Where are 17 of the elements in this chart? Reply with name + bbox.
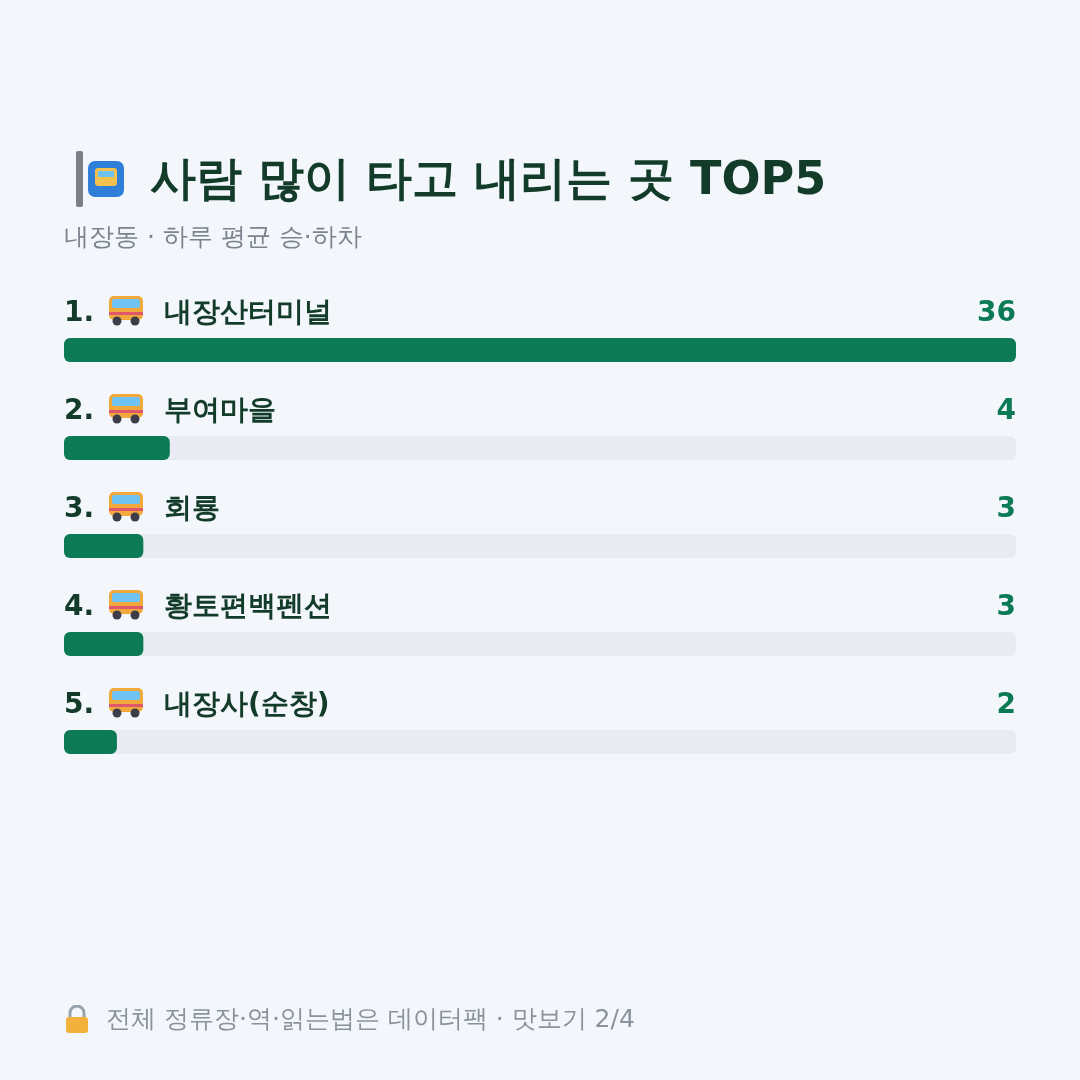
data-label: 4	[996, 393, 1016, 426]
data-label: 36	[977, 295, 1016, 328]
bar	[64, 534, 144, 558]
category-label: 5. 내장사(순창)	[64, 687, 330, 720]
bar	[64, 436, 170, 460]
bar	[64, 730, 117, 754]
category-label: 2. 부여마을	[64, 393, 276, 426]
category-label: 4. 황토편백펜션	[64, 589, 332, 622]
chart-subtitle: 내장동 · 하루 평균 승·하차	[64, 221, 362, 253]
data-label: 3	[996, 491, 1016, 524]
text: 전체 정류장·역·읽는법은 데이터팩 · 맛보기 2/4	[106, 1003, 635, 1035]
category-label: 3. 회룡	[64, 491, 220, 524]
chart-title: 사람 많이 타고 내리는 곳 TOP5	[150, 150, 827, 207]
category-label: 1. 내장산터미널	[64, 295, 332, 328]
data-label: 2	[996, 687, 1016, 720]
data-label: 3	[996, 589, 1016, 622]
bar	[64, 632, 144, 656]
